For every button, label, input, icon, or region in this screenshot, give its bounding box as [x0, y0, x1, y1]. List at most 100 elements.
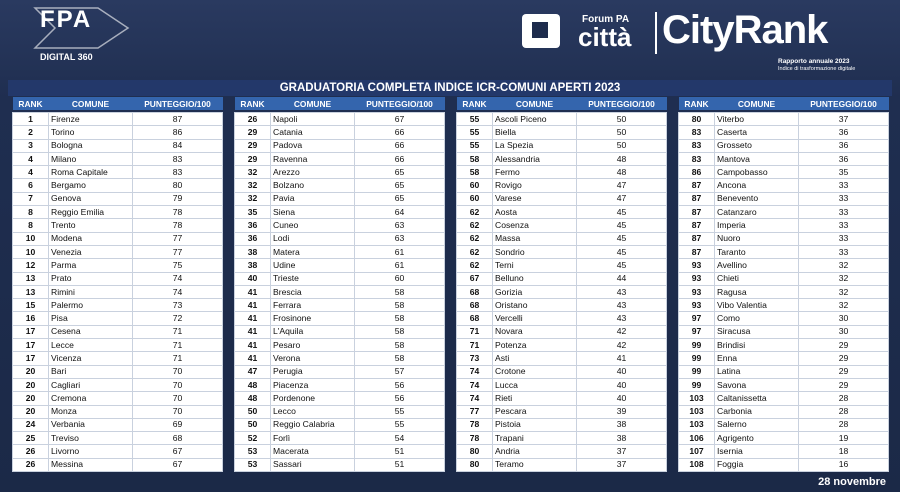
score: 39 — [576, 404, 667, 419]
score: 58 — [354, 324, 445, 340]
comune: Fermo — [492, 165, 577, 180]
rank: 29 — [234, 151, 271, 167]
comune: Cuneo — [270, 218, 355, 233]
score: 38 — [576, 417, 667, 433]
ranking-row: 93 Avellino 32 — [678, 258, 889, 273]
rank: 62 — [456, 231, 493, 246]
rank: 25 — [12, 431, 49, 446]
ranking-row: 29 Ravenna 66 — [234, 151, 445, 167]
ranking-row: 60 Rovigo 47 — [456, 178, 667, 193]
table-head: RANK COMUNE PUNTEGGIO/100 — [678, 97, 889, 110]
comune: Monza — [48, 404, 133, 419]
spacer-row — [12, 110, 223, 113]
score: 43 — [576, 298, 667, 313]
score: 29 — [798, 351, 889, 366]
ranking-row: 74 Lucca 40 — [456, 377, 667, 393]
citta-label: città — [578, 22, 632, 52]
score: 66 — [354, 125, 445, 140]
comune: Aosta — [492, 205, 577, 220]
comune: Modena — [48, 231, 133, 246]
ranking-row: 40 Trieste 60 — [234, 271, 445, 286]
score: 33 — [798, 191, 889, 207]
divider — [655, 12, 657, 54]
rank: 58 — [456, 165, 493, 180]
score: 65 — [354, 165, 445, 180]
ranking-row: 47 Perugia 57 — [234, 364, 445, 379]
ranking-row: 41 Brescia 58 — [234, 284, 445, 300]
rank: 41 — [234, 298, 271, 313]
rank: 52 — [234, 431, 271, 446]
score: 73 — [132, 298, 223, 313]
comune: Treviso — [48, 431, 133, 446]
score: 19 — [798, 431, 889, 446]
comune: Enna — [714, 351, 799, 366]
rank: 97 — [678, 324, 715, 340]
rank: 55 — [456, 111, 493, 127]
table-body: 55 Ascoli Piceno 50 55 Biella 50 55 La Spezia 50… — [456, 110, 667, 473]
ranking-row: 41 Ferrara 58 — [234, 298, 445, 313]
score: 36 — [798, 138, 889, 153]
score: 87 — [132, 111, 223, 127]
ranking-row: 86 Campobasso 35 — [678, 165, 889, 180]
rank: 53 — [234, 457, 271, 473]
score: 29 — [798, 377, 889, 393]
ranking-table: RANK COMUNE PUNTEGGIO/100 55 Ascoli Piceno 50… — [456, 97, 667, 473]
comune: Gorizia — [492, 284, 577, 300]
comune: L'Aquila — [270, 324, 355, 340]
ranking-group: RANK COMUNE PUNTEGGIO/100 1 Firenze 87 2 Torino… — [12, 97, 223, 473]
comune: Cosenza — [492, 218, 577, 233]
comune: Lecco — [270, 404, 355, 419]
spacer — [234, 110, 445, 113]
column-header: RANK — [12, 97, 49, 110]
comune: Catanzaro — [714, 205, 799, 220]
score: 51 — [354, 444, 445, 459]
score: 86 — [132, 125, 223, 140]
ranking-row: 77 Pescara 39 — [456, 404, 667, 419]
table-body: 80 Viterbo 37 83 Caserta 36 83 Grosseto 36 83 Mant… — [678, 110, 889, 473]
comune: Latina — [714, 364, 799, 379]
comune: Massa — [492, 231, 577, 246]
table-head: RANK COMUNE PUNTEGGIO/100 — [456, 97, 667, 110]
comune: Pordenone — [270, 391, 355, 406]
ranking-row: 8 Trento 78 — [12, 218, 223, 233]
ranking-row: 99 Brindisi 29 — [678, 338, 889, 353]
ranking-table: RANK COMUNE PUNTEGGIO/100 1 Firenze 87 2 Torino… — [12, 97, 223, 473]
rank: 60 — [456, 191, 493, 207]
column-header: COMUNE — [48, 97, 133, 110]
comune: Agrigento — [714, 431, 799, 446]
score: 33 — [798, 244, 889, 260]
ranking-row: 87 Nuoro 33 — [678, 231, 889, 246]
comune: Perugia — [270, 364, 355, 379]
score: 69 — [132, 417, 223, 433]
score: 57 — [354, 364, 445, 379]
score: 61 — [354, 258, 445, 273]
ranking-row: 67 Belluno 44 — [456, 271, 667, 286]
rank: 50 — [234, 417, 271, 433]
score: 37 — [798, 111, 889, 127]
score: 72 — [132, 311, 223, 326]
score: 65 — [354, 191, 445, 207]
rank: 83 — [678, 125, 715, 140]
rank: 86 — [678, 165, 715, 180]
rank: 20 — [12, 391, 49, 406]
score: 78 — [132, 218, 223, 233]
comune: Parma — [48, 258, 133, 273]
score: 58 — [354, 338, 445, 353]
rank: 13 — [12, 284, 49, 300]
score: 32 — [798, 271, 889, 286]
ranking-table: RANK COMUNE PUNTEGGIO/100 26 Napoli 67 29 Catan… — [234, 97, 445, 473]
ranking-row: 53 Macerata 51 — [234, 444, 445, 459]
score: 33 — [798, 178, 889, 193]
rank: 80 — [456, 444, 493, 459]
ranking-row: 93 Vibo Valentia 32 — [678, 298, 889, 313]
rank: 47 — [234, 364, 271, 379]
comune: Roma Capitale — [48, 165, 133, 180]
comune: Torino — [48, 125, 133, 140]
ranking-row: 41 Frosinone 58 — [234, 311, 445, 326]
comune: Como — [714, 311, 799, 326]
comune: Asti — [492, 351, 577, 366]
score: 55 — [354, 404, 445, 419]
comune: Bolzano — [270, 178, 355, 193]
ranking-row: 97 Siracusa 30 — [678, 324, 889, 340]
score: 48 — [576, 165, 667, 180]
